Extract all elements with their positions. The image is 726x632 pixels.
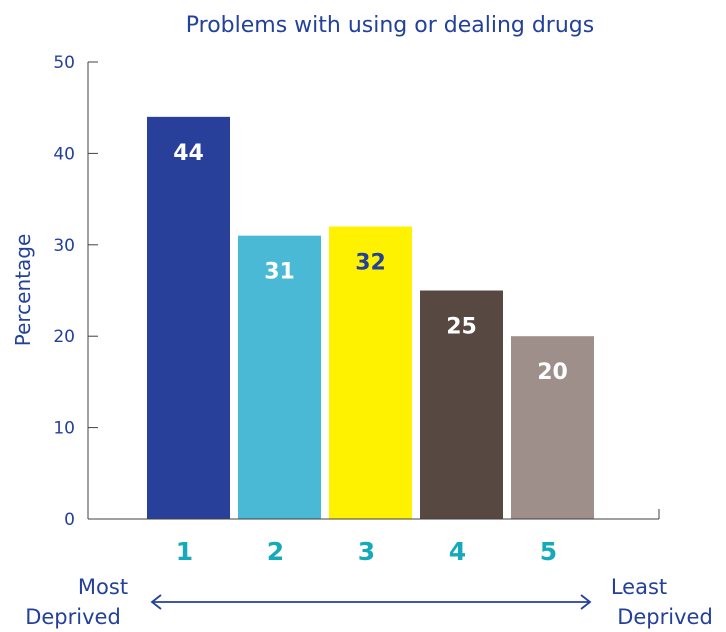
- y-tick-label: 0: [64, 510, 75, 530]
- least-deprived-line1: Least: [611, 575, 667, 599]
- most-deprived-line1: Most: [78, 575, 128, 599]
- most-deprived-line2: Deprived: [25, 605, 121, 629]
- y-tick-label: 10: [53, 419, 75, 439]
- bars: [147, 116, 594, 519]
- chart-title: Problems with using or dealing drugs: [186, 13, 594, 38]
- x-axis: [88, 509, 660, 520]
- data-label-2: 31: [264, 260, 295, 285]
- data-label-5: 20: [537, 360, 568, 385]
- data-label-4: 25: [446, 315, 477, 340]
- bar-1: [147, 116, 230, 519]
- x-tick-label-3: 3: [358, 537, 375, 566]
- data-label-3: 32: [355, 251, 386, 276]
- bar-2: [238, 235, 321, 519]
- x-tick-label-4: 4: [449, 537, 466, 566]
- x-tick-labels: 1 2 3 4 5: [176, 537, 557, 566]
- y-tick-label: 40: [53, 144, 75, 164]
- bar-5: [511, 336, 594, 519]
- bar-3: [329, 226, 412, 519]
- data-labels: 44 31 32 25 20: [173, 141, 568, 385]
- y-tick-label: 30: [53, 236, 75, 256]
- least-deprived-line2: Deprived: [617, 605, 713, 629]
- y-tick-label: 50: [53, 53, 75, 73]
- deprivation-arrow: [150, 594, 592, 610]
- x-tick-label-2: 2: [267, 537, 284, 566]
- y-axis: 0 10 20 30 40 50: [53, 53, 98, 530]
- data-label-1: 44: [173, 141, 204, 166]
- x-tick-label-1: 1: [176, 537, 193, 566]
- bar-4: [420, 290, 503, 519]
- x-tick-label-5: 5: [540, 537, 557, 566]
- y-tick-label: 20: [53, 327, 75, 347]
- y-axis-label: Percentage: [11, 234, 35, 347]
